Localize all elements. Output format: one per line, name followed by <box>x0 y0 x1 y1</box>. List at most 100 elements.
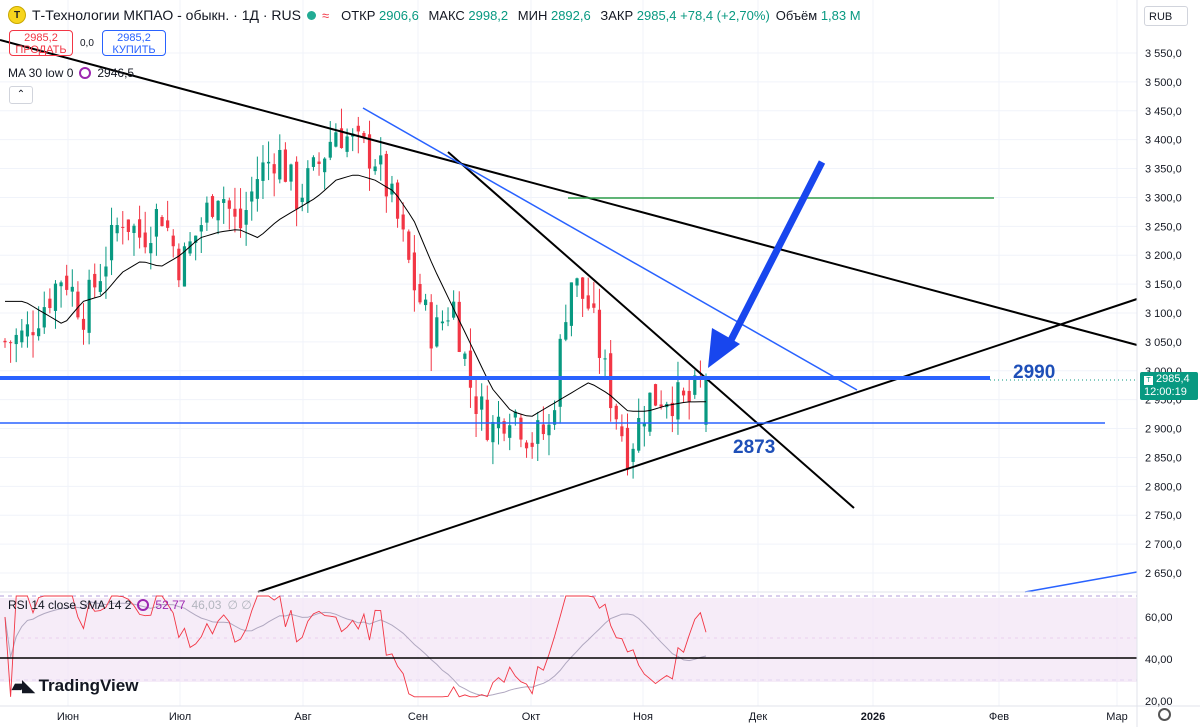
arrow-shaft[interactable] <box>724 160 826 348</box>
candle-body <box>266 161 271 164</box>
candle-body <box>300 197 304 203</box>
candle-body <box>440 321 445 324</box>
candle-body <box>463 353 467 359</box>
trendline-blue-rsi[interactable] <box>1024 571 1138 593</box>
buy-button[interactable]: 2985,2 КУПИТЬ <box>102 30 166 56</box>
time-axis[interactable]: Июн Июл Авг Сен Окт Ноя Дек 2026 Фев Мар <box>57 711 1128 723</box>
candle-body <box>468 350 473 388</box>
candle-body <box>199 225 203 232</box>
candle-body <box>48 298 52 309</box>
price-tick-label: 3 200,0 <box>1145 250 1182 262</box>
ma-legend[interactable]: MA 30 low 0 2946,5 <box>8 66 134 80</box>
candle-body <box>289 164 293 182</box>
arrow-head[interactable] <box>708 328 740 368</box>
candle-body <box>485 399 489 440</box>
candle-body <box>149 243 153 254</box>
candle-body <box>597 309 602 358</box>
candle-body <box>109 224 114 261</box>
candle-body <box>306 168 310 204</box>
candle-body <box>367 134 372 169</box>
candle-body <box>625 427 630 470</box>
candle-body <box>98 281 102 292</box>
candle-body <box>592 303 596 308</box>
candle-body <box>541 424 545 435</box>
candle-body <box>9 342 13 344</box>
close-value: 2985,4 <box>636 7 677 23</box>
rsi-value: 52,77 <box>155 598 186 612</box>
candle-body <box>14 334 18 345</box>
candle-body <box>345 136 349 152</box>
time-tick-label: Окт <box>522 711 541 723</box>
candle-body <box>575 278 579 286</box>
level-label-2873[interactable]: 2873 <box>733 437 776 458</box>
candle-body <box>216 200 220 221</box>
price-tick-label: 3 550,0 <box>1145 48 1182 60</box>
rsi-tick-label: 20,00 <box>1145 696 1173 708</box>
price-tick-label: 2 700,0 <box>1145 539 1182 551</box>
last-price-tag: T 2985,4 12:00:19 <box>1140 372 1198 400</box>
volume: Объём 1,83 M <box>776 8 861 23</box>
price-tick-label: 3 150,0 <box>1145 279 1182 291</box>
candle-body <box>177 248 181 281</box>
price-axis[interactable]: 2 650,0 2 700,0 2 750,0 2 800,0 2 850,0 2 900… <box>1145 48 1182 580</box>
candle-body <box>137 219 142 238</box>
candle-body <box>395 182 400 219</box>
tradingview-logo[interactable]: ▰◣ TradingView <box>12 676 138 696</box>
candle-body <box>250 191 254 202</box>
currency-selector[interactable]: RUB <box>1144 6 1188 26</box>
price-tag-timer: 12:00:19 <box>1144 386 1187 398</box>
candle-body <box>457 301 461 352</box>
candle-body <box>53 283 58 311</box>
candle-body <box>42 307 46 328</box>
candle-body <box>412 252 416 291</box>
candle-body <box>390 183 394 195</box>
candle-body <box>25 324 30 337</box>
candle-body <box>31 332 35 336</box>
candle-body <box>311 157 316 167</box>
symbol-logo[interactable]: T <box>8 6 26 24</box>
candle-body <box>687 390 691 402</box>
price-tag-price: 2985,4 <box>1156 373 1190 385</box>
close-label: ЗАКР <box>600 7 634 23</box>
level-label-2990[interactable]: 2990 <box>1013 362 1056 383</box>
candle-body <box>244 210 248 225</box>
collapse-legend-button[interactable]: ⌃ <box>9 86 33 104</box>
candle-body <box>104 266 108 277</box>
candle-body <box>480 396 484 410</box>
candle-body <box>323 158 327 173</box>
candle-body <box>3 340 7 343</box>
rsi-sma-line <box>4 601 707 697</box>
high-label: МАКС <box>428 7 465 23</box>
candle-body <box>283 149 287 182</box>
symbol-title[interactable]: Т-Технологии МКПАО - обыкн. · 1Д · RUS <box>32 7 301 23</box>
sell-button[interactable]: 2985,2 ПРОДАТЬ <box>9 30 73 56</box>
time-tick-label: Ноя <box>633 711 653 723</box>
drawn-trendlines[interactable] <box>0 39 1138 659</box>
ma-line <box>5 174 707 417</box>
trendline-steep-down[interactable] <box>447 151 855 509</box>
time-tick-label: Июл <box>169 711 191 723</box>
rsi-legend[interactable]: RSI 14 close SMA 14 2 52,77 46,03 ∅ ∅ <box>8 598 252 612</box>
candle-body <box>536 420 540 444</box>
settings-gear-icon[interactable] <box>1158 708 1171 721</box>
waves-icon[interactable]: ≈ <box>321 7 330 23</box>
price-tick-label: 3 250,0 <box>1145 221 1182 233</box>
ma-label: MA 30 low 0 <box>8 66 74 80</box>
candle-body <box>233 208 237 217</box>
candle-body <box>373 166 377 172</box>
candle-body <box>261 162 265 181</box>
price-tick-label: 3 500,0 <box>1145 77 1182 89</box>
trendline-support[interactable] <box>257 298 1138 593</box>
price-tick-label: 2 850,0 <box>1145 452 1182 464</box>
trendline-upper-long[interactable] <box>0 39 1138 346</box>
candle-body <box>429 302 433 349</box>
trendline-blue-down[interactable] <box>362 107 858 391</box>
rsi-axis[interactable]: 20,00 40,00 60,00 <box>1145 612 1173 708</box>
price-tick-label: 3 350,0 <box>1145 164 1182 176</box>
candle-body <box>446 320 450 322</box>
candle-body <box>59 282 63 287</box>
candle-body <box>115 225 119 234</box>
ma-value: 2946,5 <box>97 66 135 80</box>
price-tick-label: 3 400,0 <box>1145 135 1182 147</box>
